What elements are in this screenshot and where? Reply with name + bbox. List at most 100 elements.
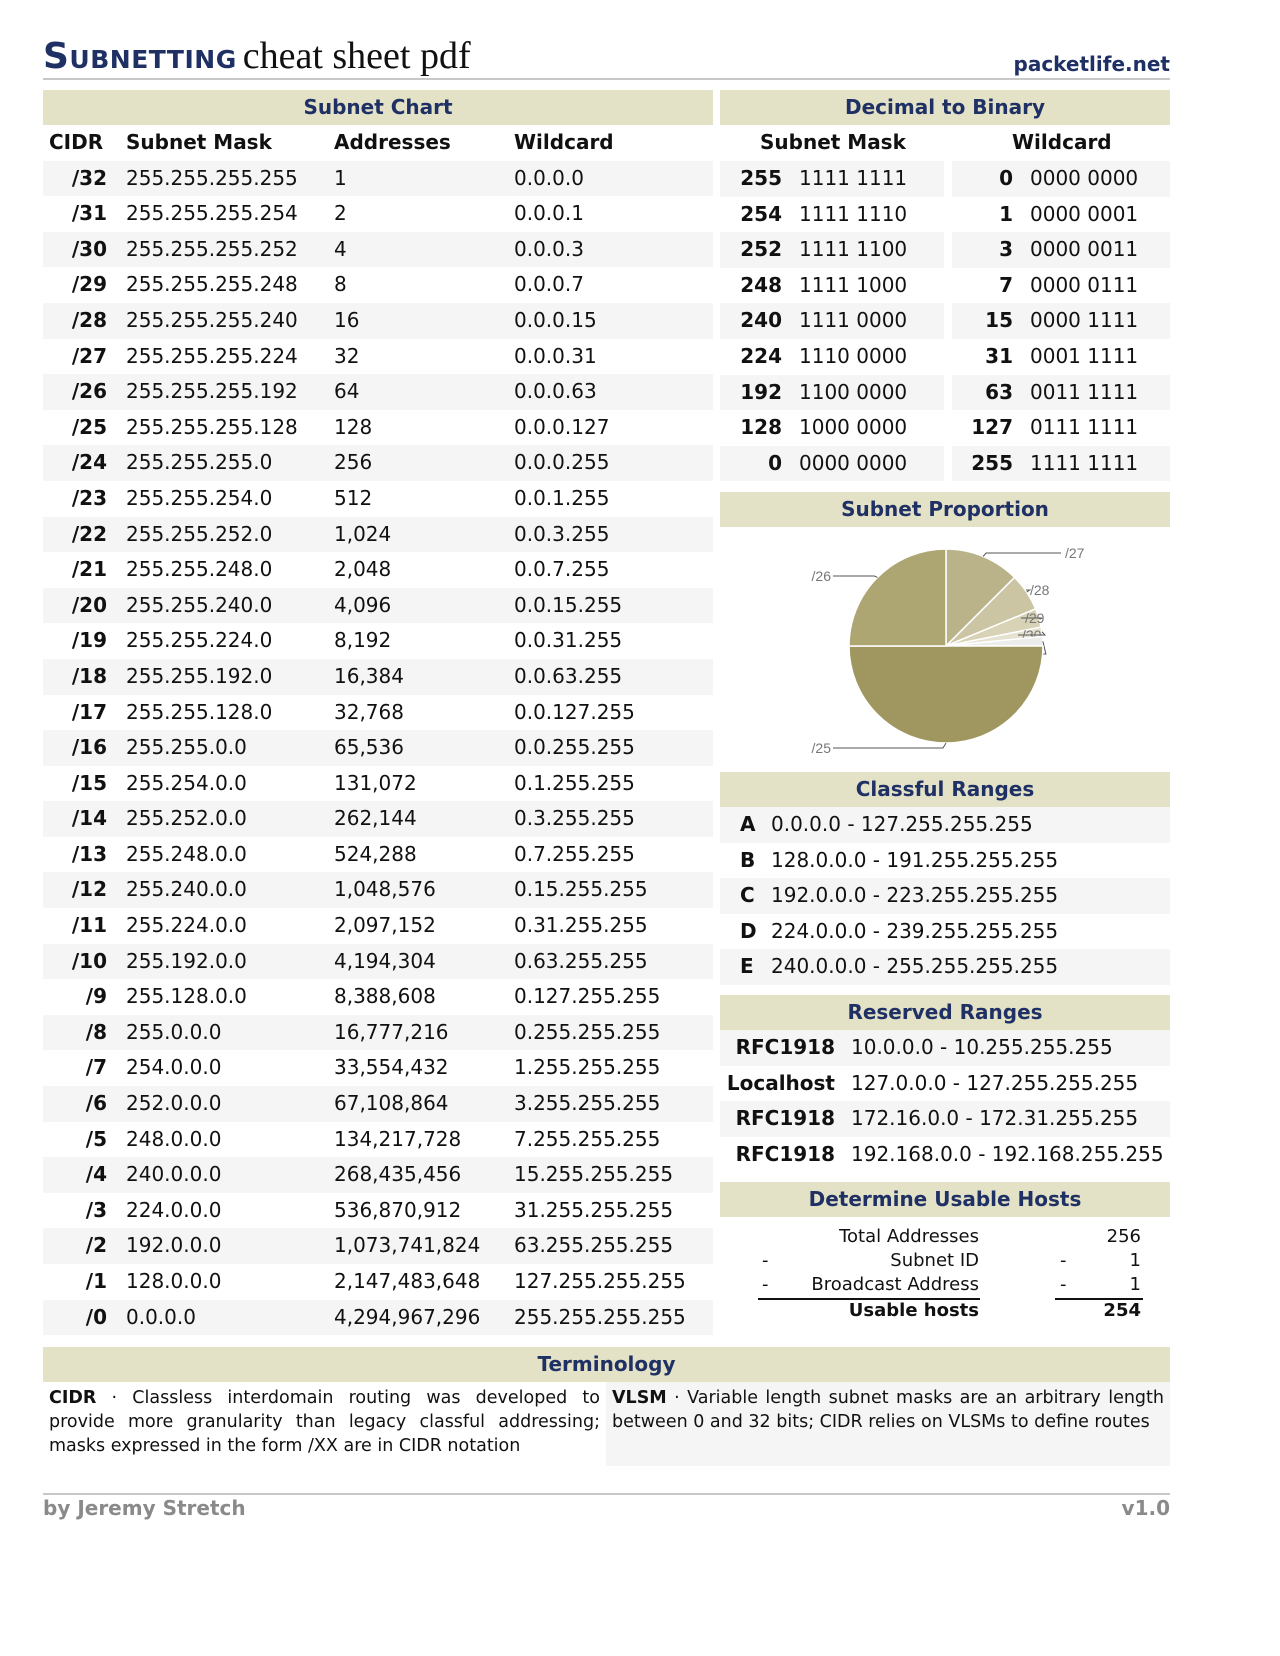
pie-leader-line <box>833 575 878 578</box>
binary-cell: 1000 0000 <box>799 415 908 440</box>
mask-cell: 255.255.252.0 <box>126 521 273 546</box>
table-row: /13 255.248.0.0 524,288 0.7.255.255 <box>43 837 713 873</box>
footer-divider <box>43 1493 1170 1495</box>
pie-label: /25 <box>812 740 832 756</box>
wildcard-cell: 0.15.255.255 <box>514 877 648 902</box>
title-rest: cheat sheet pdf <box>242 35 471 77</box>
pie-label: /29 <box>1025 610 1045 626</box>
cidr-cell: /20 <box>71 592 107 617</box>
wildcard-cell: 0.0.31.255 <box>514 628 623 653</box>
addresses-cell: 4,194,304 <box>334 948 436 973</box>
mask-cell: 192.0.0.0 <box>126 1233 222 1258</box>
class-cell: B <box>740 847 756 872</box>
usable-result-value: 254 <box>1103 1300 1141 1321</box>
range-cell: 192.0.0.0 - 223.255.255.255 <box>771 883 1059 908</box>
cidr-cell: /26 <box>71 379 107 404</box>
mask-cell: 224.0.0.0 <box>126 1197 222 1222</box>
author: by Jeremy Stretch <box>43 1496 246 1520</box>
range-cell: 128.0.0.0 - 191.255.255.255 <box>771 847 1059 872</box>
type-cell: RFC1918 <box>735 1106 835 1131</box>
wildcard-cell: 0.31.255.255 <box>514 913 648 938</box>
wildcard-cell: 3.255.255.255 <box>514 1091 661 1116</box>
header-divider <box>43 78 1170 80</box>
binary-cell: 0000 0111 <box>1030 272 1139 297</box>
binary-cell: 1110 0000 <box>799 343 908 368</box>
wildcard-cell: 0.0.0.127 <box>514 414 610 439</box>
wildcard-cell: 0.63.255.255 <box>514 948 648 973</box>
operator: - <box>1060 1274 1067 1295</box>
mask-cell: 255.252.0.0 <box>126 806 247 831</box>
cidr-cell: /17 <box>71 699 107 724</box>
table-row: 1 0000 0001 <box>952 197 1170 233</box>
table-row: /25 255.255.255.128 128 0.0.0.127 <box>43 410 713 446</box>
decimal-cell: 7 <box>999 272 1013 297</box>
addresses-cell: 8,192 <box>334 628 392 653</box>
decimal-cell: 3 <box>999 237 1013 262</box>
col-wildcard: Wildcard <box>1012 130 1112 154</box>
binary-cell: 1100 0000 <box>799 379 908 404</box>
addresses-cell: 536,870,912 <box>334 1197 462 1222</box>
wildcard-cell: 0.0.0.63 <box>514 379 597 404</box>
cidr-cell: /22 <box>71 521 107 546</box>
addresses-cell: 2,048 <box>334 557 392 582</box>
wildcard-cell: 31.255.255.255 <box>514 1197 674 1222</box>
subnet-pie-chart: /27/28/29/30/30/25/26 <box>812 545 1085 756</box>
wildcard-cell: 63.255.255.255 <box>514 1233 674 1258</box>
table-row: 192 1100 0000 <box>720 374 944 411</box>
table-row: /1 128.0.0.0 2,147,483,648 127.255.255.255 <box>43 1264 713 1300</box>
decimal-cell: 0 <box>999 166 1013 190</box>
table-row: /21 255.255.248.0 2,048 0.0.7.255 <box>43 552 713 588</box>
cidr-cell: /10 <box>71 948 107 973</box>
cidr-cell: /6 <box>85 1091 107 1116</box>
terminology-title: Terminology <box>43 1347 1170 1382</box>
cidr-cell: /31 <box>71 201 107 226</box>
class-cell: C <box>740 883 755 908</box>
mask-cell: 255.255.255.0 <box>126 450 273 475</box>
cidr-cell: /12 <box>71 877 107 902</box>
decimal-cell: 63 <box>985 379 1013 404</box>
addresses-cell: 8 <box>334 272 347 297</box>
addresses-cell: 1,073,741,824 <box>334 1233 481 1258</box>
cidr-cell: /0 <box>85 1304 107 1329</box>
table-row: /3 224.0.0.0 536,870,912 31.255.255.255 <box>43 1193 713 1229</box>
cidr-cell: /27 <box>71 343 107 368</box>
table-row: /18 255.255.192.0 16,384 0.0.63.255 <box>43 658 713 695</box>
type-cell: RFC1918 <box>735 1035 835 1059</box>
mask-cell: 255.0.0.0 <box>126 1019 222 1044</box>
pie-label: /28 <box>1030 582 1050 598</box>
table-row: /29 255.255.255.248 8 0.0.0.7 <box>43 267 713 303</box>
addresses-cell: 4,096 <box>334 592 392 617</box>
wildcard-cell: 0.0.7.255 <box>514 557 610 582</box>
cidr-cell: /3 <box>85 1197 107 1222</box>
table-row: RFC1918 192.168.0.0 - 192.168.255.255 <box>720 1137 1170 1173</box>
table-row: 15 0000 1111 <box>952 303 1170 339</box>
binary-cell: 0000 0000 <box>799 450 908 475</box>
addresses-cell: 1 <box>334 165 347 190</box>
addresses-cell: 2,147,483,648 <box>334 1269 481 1293</box>
mask-cell: 255.255.255.254 <box>126 201 298 226</box>
table-row: /26 255.255.255.192 64 0.0.0.63 <box>43 374 713 410</box>
decimal-cell: 224 <box>740 343 782 368</box>
mask-binary-table: 255 1111 1111 254 1111 1110 252 1111 1100 248 1… <box>720 161 944 482</box>
wildcard-cell: 7.255.255.255 <box>514 1126 661 1151</box>
mask-cell: 255.255.248.0 <box>126 557 273 582</box>
table-row: /11 255.224.0.0 2,097,152 0.31.255.255 <box>43 908 713 944</box>
table-row: /5 248.0.0.0 134,217,728 7.255.255.255 <box>43 1122 713 1158</box>
addresses-cell: 256 <box>334 450 373 475</box>
usable-value: 1 <box>1129 1250 1141 1271</box>
cidr-cell: /1 <box>85 1269 107 1293</box>
addresses-cell: 1,048,576 <box>334 877 436 902</box>
decimal-cell: 248 <box>740 272 782 297</box>
table-row: /12 255.240.0.0 1,048,576 0.15.255.255 <box>43 872 713 909</box>
addresses-cell: 524,288 <box>334 841 417 866</box>
dec-bin-header: Subnet Mask Wildcard <box>720 125 1170 161</box>
range-cell: 0.0.0.0 - 127.255.255.255 <box>771 812 1033 836</box>
operator: - <box>762 1250 769 1271</box>
term-vlsm-text: · Variable length subnet masks are an ar… <box>612 1388 1164 1432</box>
cidr-cell: /23 <box>71 485 107 510</box>
site-name: packetlife.net <box>1013 52 1171 76</box>
table-row: E 240.0.0.0 - 255.255.255.255 <box>720 949 1170 985</box>
table-row: 255 1111 1111 <box>952 445 1170 482</box>
operator: - <box>1060 1250 1067 1271</box>
addresses-cell: 4 <box>334 236 347 261</box>
